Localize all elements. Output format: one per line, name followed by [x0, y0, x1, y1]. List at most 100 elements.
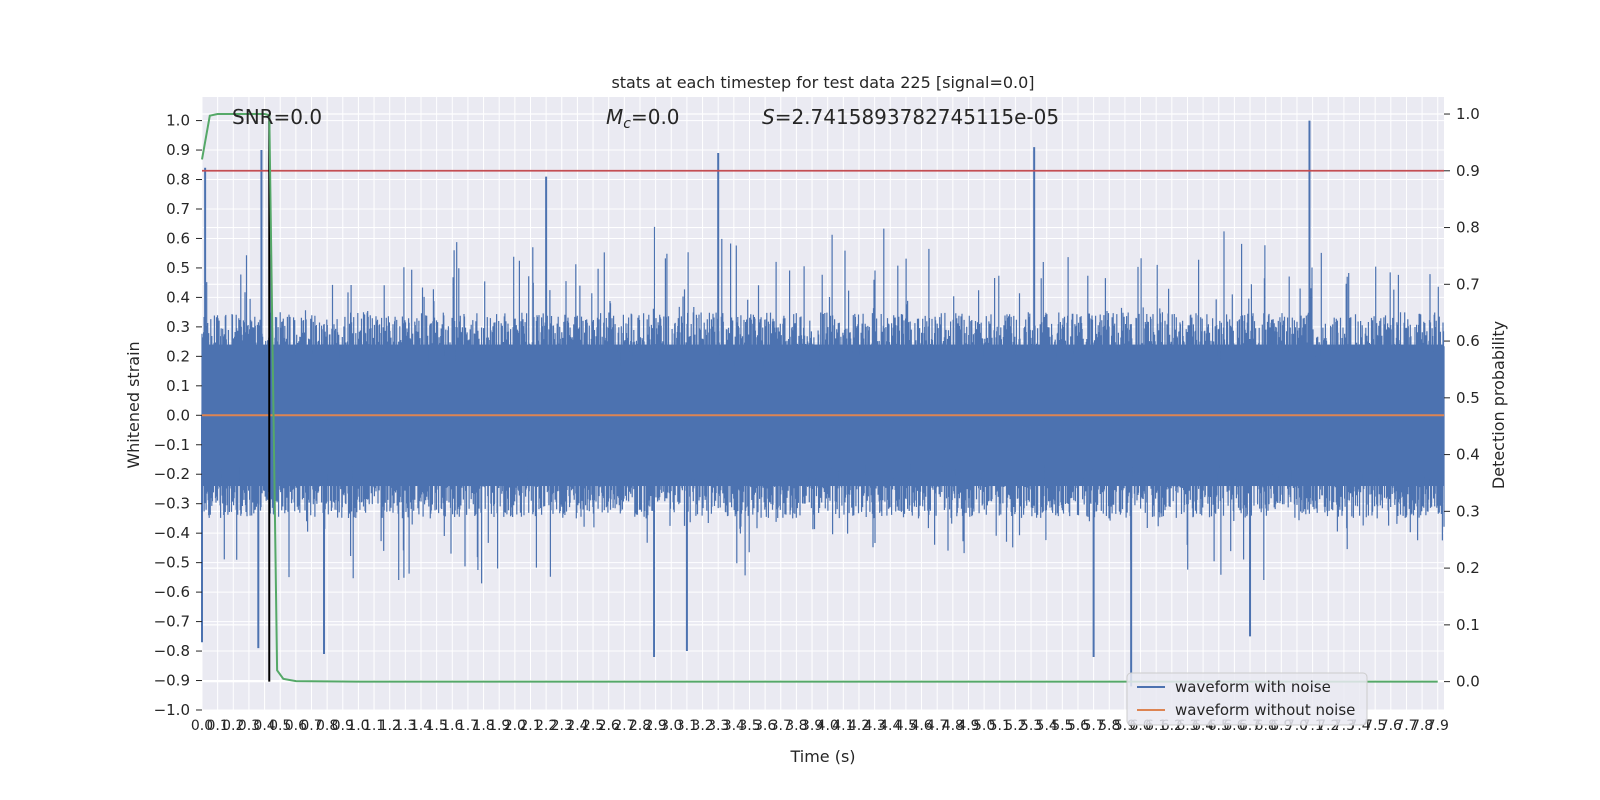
x-tick-label: 2.4: [566, 718, 588, 734]
y-tick-label: −0.4: [154, 524, 190, 542]
y-tick-label: −0.5: [154, 554, 190, 572]
y-tick-label: 1.0: [166, 112, 190, 130]
y-tick-label: −1.0: [154, 701, 190, 719]
x-tick-label: 0.4: [253, 718, 275, 734]
y-right-tick-label: 0.6: [1456, 332, 1480, 350]
x-tick-label: 2.8: [629, 718, 651, 734]
x-tick-label: 0.3: [238, 718, 260, 734]
x-tick-label: 5.5: [1051, 718, 1073, 734]
y-tick-label: −0.1: [154, 436, 190, 454]
x-tick-label: 5.7: [1082, 718, 1104, 734]
x-tick-label: 3.1: [676, 718, 698, 734]
mc-value: =0.0: [631, 105, 680, 129]
x-tick-label: 4.5: [895, 718, 917, 734]
chart-title: stats at each timestep for test data 225…: [611, 73, 1034, 92]
x-tick-label: 3.0: [660, 718, 682, 734]
x-tick-label: 7.7: [1395, 718, 1417, 734]
x-tick-label: 1.5: [426, 718, 448, 734]
y-right-tick-label: 0.9: [1456, 162, 1480, 180]
x-tick-label: 2.9: [644, 718, 666, 734]
x-tick-label: 2.3: [551, 718, 573, 734]
y-axis-label: Whitened strain: [124, 341, 143, 468]
x-tick-label: 3.7: [770, 718, 792, 734]
x-tick-label: 0.8: [316, 718, 338, 734]
y-right-tick-label: 0.1: [1456, 616, 1480, 634]
x-tick-label: 4.7: [926, 718, 948, 734]
y-tick-label: 0.9: [166, 141, 190, 159]
chirp-mass-annotation: Mc=0.0: [606, 105, 680, 132]
x-tick-label: 1.9: [488, 718, 510, 734]
x-tick-label: 7.9: [1427, 718, 1449, 734]
x-tick-label: 5.8: [1098, 718, 1120, 734]
s-value: =2.7415893782745115e-05: [775, 105, 1059, 129]
s-annotation: S=2.7415893782745115e-05: [762, 105, 1059, 129]
x-tick-label: 2.5: [582, 718, 604, 734]
x-tick-label: 5.3: [1020, 718, 1042, 734]
y-tick-label: −0.6: [154, 583, 190, 601]
x-tick-label: 1.6: [441, 718, 463, 734]
y-right-tick-label: 0.2: [1456, 559, 1480, 577]
x-tick-label: 0.1: [207, 718, 229, 734]
x-tick-label: 3.9: [801, 718, 823, 734]
x-tick-label: 2.1: [519, 718, 541, 734]
x-tick-label: 4.2: [848, 718, 870, 734]
x-tick-label: 5.2: [1004, 718, 1026, 734]
x-tick-label: 7.5: [1364, 718, 1386, 734]
x-tick-label: 0.9: [332, 718, 354, 734]
y-tick-label: 0.0: [166, 406, 190, 424]
y-right-tick-label: 0.4: [1456, 446, 1480, 464]
y-tick-label: 0.7: [166, 200, 190, 218]
x-tick-label: 5.0: [973, 718, 995, 734]
x-tick-label: 5.4: [1036, 718, 1058, 734]
y-tick-label: 0.2: [166, 347, 190, 365]
mc-subscript: c: [623, 116, 631, 132]
x-axis-label: Time (s): [789, 747, 855, 766]
x-tick-label: 2.2: [535, 718, 557, 734]
detection-probability-line: [201, 113, 1438, 683]
y-tick-labels: −1.0 −0.9 −0.8 −0.7 −0.6 −0.5 −0.4 −0.3 −0.2 −0.1…: [154, 112, 202, 719]
y-tick-label: 0.4: [166, 288, 190, 306]
x-tick-label: 3.4: [723, 718, 745, 734]
x-tick-label: 4.1: [832, 718, 854, 734]
x-tick-label: 7.6: [1380, 718, 1402, 734]
x-tick-label: 1.8: [472, 718, 494, 734]
x-tick-label: 4.9: [957, 718, 979, 734]
y-right-tick-labels: 0.0 0.1 0.2 0.3 0.4 0.5 0.6 0.7 0.8 0.9 1.0: [1444, 105, 1480, 691]
x-tick-label: 0.7: [300, 718, 322, 734]
y-right-tick-label: 1.0: [1456, 105, 1480, 123]
mc-symbol: M: [606, 105, 623, 129]
x-tick-label: 0.2: [222, 718, 244, 734]
y-right-tick-label: 0.7: [1456, 275, 1480, 293]
y-tick-label: 0.6: [166, 229, 190, 247]
snr-annotation: SNR=0.0: [232, 105, 322, 129]
y-tick-label: −0.9: [154, 672, 190, 690]
x-tick-label: 4.4: [879, 718, 901, 734]
y-tick-label: −0.8: [154, 642, 190, 660]
x-tick-label: 3.8: [785, 718, 807, 734]
legend-label-waveform-with-noise: waveform with noise: [1175, 678, 1331, 696]
legend: waveform with noise waveform without noi…: [1126, 672, 1368, 726]
y-right-axis-label: Detection probability: [1489, 321, 1508, 489]
x-tick-label: 0.0: [191, 718, 213, 734]
x-tick-label: 4.3: [863, 718, 885, 734]
x-tick-label: 2.0: [504, 718, 526, 734]
x-tick-label: 0.5: [269, 718, 291, 734]
x-tick-label: 0.6: [285, 718, 307, 734]
x-tick-label: 2.6: [598, 718, 620, 734]
x-tick-label: 2.7: [613, 718, 635, 734]
y-tick-label: −0.7: [154, 613, 190, 631]
y-right-tick-label: 0.3: [1456, 502, 1480, 520]
waveform-with-noise-line: [201, 226, 1445, 584]
x-tick-label: 4.6: [910, 718, 932, 734]
y-right-tick-label: 0.0: [1456, 673, 1480, 691]
s-symbol: S: [762, 105, 775, 129]
x-tick-label: 3.3: [707, 718, 729, 734]
x-tick-label: 1.2: [379, 718, 401, 734]
legend-box: [1126, 672, 1368, 726]
x-tick-label: 4.8: [942, 718, 964, 734]
x-tick-label: 3.2: [691, 718, 713, 734]
x-tick-label: 3.5: [738, 718, 760, 734]
y-right-tick-label: 0.5: [1456, 389, 1480, 407]
